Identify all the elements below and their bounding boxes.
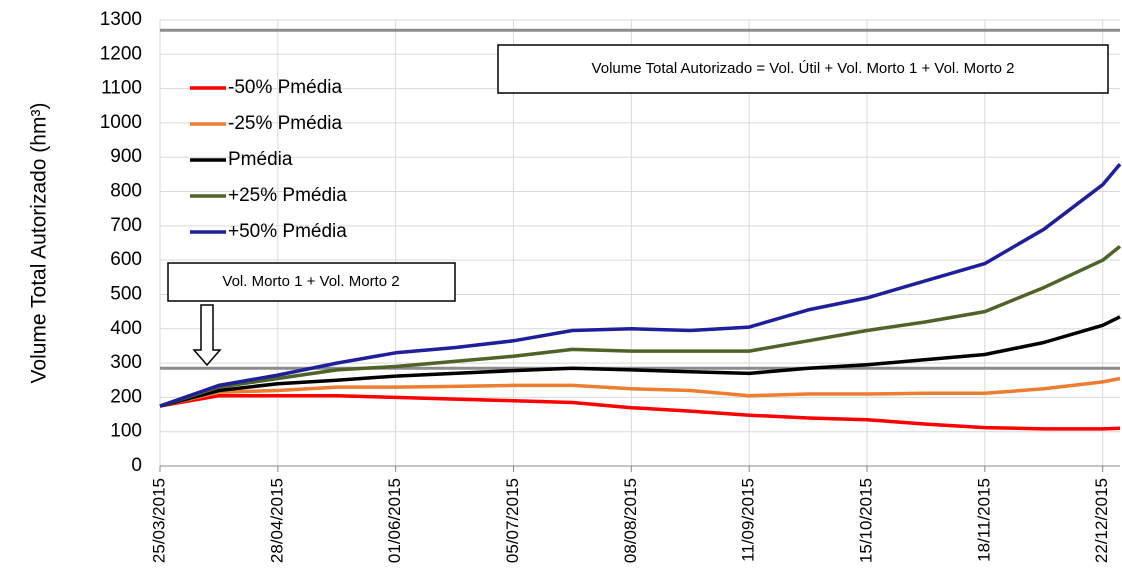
x-tick-label: 18/11/2015 <box>974 478 993 562</box>
x-tick-label: 11/09/2015 <box>739 478 758 562</box>
series-line <box>159 245 1122 408</box>
legend-label: +25% Pmédia <box>228 185 347 206</box>
y-tick-label: 1000 <box>100 112 142 133</box>
x-tick-label: 15/10/2015 <box>856 478 875 563</box>
legend-label: -50% Pmédia <box>228 77 342 98</box>
x-tick-label: 01/06/2015 <box>385 478 404 563</box>
y-tick-label: 300 <box>110 352 142 373</box>
annotation-box <box>167 262 456 302</box>
y-tick-label: 600 <box>110 249 142 270</box>
legend-label: +50% Pmédia <box>228 221 347 242</box>
y-tick-label: 500 <box>110 283 142 304</box>
annotation-box <box>497 44 1109 94</box>
annotation: Volume Total Autorizado = Vol. Útil + Vo… <box>592 60 1015 77</box>
y-tick-label: 1300 <box>100 9 142 30</box>
plot-area: 0 100 200 300 400 500 600 700 800 900 1000 1100 1200… <box>100 9 1122 563</box>
y-tick-label: 900 <box>110 146 142 167</box>
y-tick-label: 700 <box>110 215 142 236</box>
arrow <box>192 304 222 367</box>
x-tick-label: 28/04/2015 <box>267 478 286 563</box>
annotation: Vol. Morto 1 + Vol. Morto 2 <box>222 273 399 290</box>
x-tick-label: 05/07/2015 <box>503 478 522 563</box>
x-tick-label: 25/03/2015 <box>149 478 168 563</box>
y-axis-label: Volume Total Autorizado (hm³) <box>28 103 51 384</box>
x-tick-label: 22/12/2015 <box>1092 478 1111 563</box>
series-line <box>159 162 1122 408</box>
y-tick-label: 200 <box>110 386 142 407</box>
y-tick-label: 1200 <box>100 43 142 64</box>
y-tick-label: 800 <box>110 181 142 202</box>
x-tick-label: 08/08/2015 <box>621 478 640 563</box>
series-line <box>159 393 1121 431</box>
series-line <box>159 315 1121 408</box>
y-tick-label: 100 <box>110 421 142 442</box>
y-tick-label: 400 <box>110 318 142 339</box>
series-line <box>159 376 1121 408</box>
y-tick-label: 0 <box>131 455 142 476</box>
legend-label: -25% Pmédia <box>228 113 342 134</box>
y-tick-label: 1100 <box>101 78 142 99</box>
legend-label: Pmédia <box>228 149 293 170</box>
